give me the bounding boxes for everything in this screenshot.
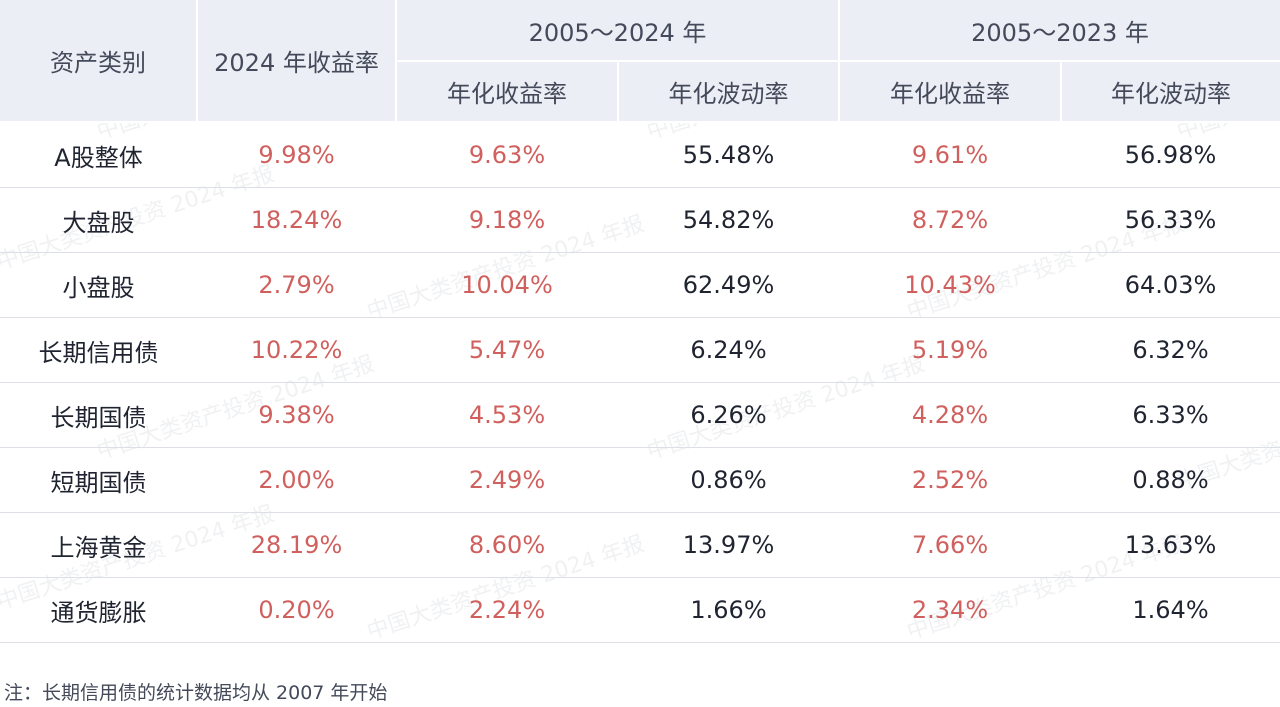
annual-return-2005-2024: 2.49% xyxy=(396,447,618,513)
return-2024: 2.79% xyxy=(197,252,396,318)
table-header: 资产类别 2024 年收益率 2005～2024 年 2005～2023 年 年… xyxy=(0,0,1280,123)
header-annual-volatility-2005-2024: 年化波动率 xyxy=(618,61,841,123)
annual-return-2005-2023: 4.28% xyxy=(839,382,1062,448)
annual-return-2005-2024: 9.18% xyxy=(396,187,618,253)
annual-return-2005-2024: 8.60% xyxy=(396,512,618,578)
asset-name: 上海黄金 xyxy=(0,512,197,578)
asset-name: 通货膨胀 xyxy=(0,577,197,643)
header-annual-volatility-2005-2023: 年化波动率 xyxy=(1061,61,1280,123)
footnote: 注：长期信用债的统计数据均从 2007 年开始 xyxy=(4,682,388,704)
asset-name: 长期信用债 xyxy=(0,317,197,383)
asset-returns-table: 资产类别 2024 年收益率 2005～2024 年 2005～2023 年 年… xyxy=(0,0,1280,643)
annual-return-2005-2023: 9.61% xyxy=(839,122,1062,188)
annual-return-2005-2023: 2.52% xyxy=(839,447,1062,513)
asset-name: 大盘股 xyxy=(0,187,197,253)
table-row: 小盘股 2.79% 10.04% 62.49% 10.43% 64.03% xyxy=(0,252,1280,318)
table-row: 短期国债 2.00% 2.49% 0.86% 2.52% 0.88% xyxy=(0,447,1280,513)
annual-volatility-2005-2023: 1.64% xyxy=(1061,577,1280,643)
header-group-2005-2024: 2005～2024 年 xyxy=(396,0,841,62)
table-row: 大盘股 18.24% 9.18% 54.82% 8.72% 56.33% xyxy=(0,187,1280,253)
annual-volatility-2005-2023: 13.63% xyxy=(1061,512,1280,578)
header-annual-return-2005-2024: 年化收益率 xyxy=(396,61,619,123)
table-row: 长期信用债 10.22% 5.47% 6.24% 5.19% 6.32% xyxy=(0,317,1280,383)
asset-name: 长期国债 xyxy=(0,382,197,448)
annual-volatility-2005-2024: 13.97% xyxy=(618,512,840,578)
annual-return-2005-2024: 9.63% xyxy=(396,122,618,188)
asset-name: 小盘股 xyxy=(0,252,197,318)
annual-return-2005-2023: 8.72% xyxy=(839,187,1062,253)
annual-volatility-2005-2024: 6.24% xyxy=(618,317,840,383)
table-row: A股整体 9.98% 9.63% 55.48% 9.61% 56.98% xyxy=(0,122,1280,188)
asset-name: 短期国债 xyxy=(0,447,197,513)
annual-volatility-2005-2024: 54.82% xyxy=(618,187,840,253)
annual-volatility-2005-2024: 0.86% xyxy=(618,447,840,513)
return-2024: 18.24% xyxy=(197,187,396,253)
header-group-2005-2023: 2005～2023 年 xyxy=(839,0,1280,62)
annual-volatility-2005-2024: 62.49% xyxy=(618,252,840,318)
annual-return-2005-2023: 10.43% xyxy=(839,252,1062,318)
return-2024: 2.00% xyxy=(197,447,396,513)
asset-name: A股整体 xyxy=(0,122,197,188)
header-return-2024: 2024 年收益率 xyxy=(197,0,397,123)
table-row: 上海黄金 28.19% 8.60% 13.97% 7.66% 13.63% xyxy=(0,512,1280,578)
annual-return-2005-2024: 10.04% xyxy=(396,252,618,318)
annual-return-2005-2023: 7.66% xyxy=(839,512,1062,578)
annual-volatility-2005-2023: 56.33% xyxy=(1061,187,1280,253)
annual-return-2005-2024: 5.47% xyxy=(396,317,618,383)
annual-volatility-2005-2023: 56.98% xyxy=(1061,122,1280,188)
annual-volatility-2005-2023: 0.88% xyxy=(1061,447,1280,513)
return-2024: 0.20% xyxy=(197,577,396,643)
table-row: 长期国债 9.38% 4.53% 6.26% 4.28% 6.33% xyxy=(0,382,1280,448)
annual-return-2005-2024: 2.24% xyxy=(396,577,618,643)
annual-volatility-2005-2024: 1.66% xyxy=(618,577,840,643)
header-annual-return-2005-2023: 年化收益率 xyxy=(839,61,1063,123)
header-asset-class: 资产类别 xyxy=(0,0,198,123)
return-2024: 10.22% xyxy=(197,317,396,383)
annual-volatility-2005-2023: 6.33% xyxy=(1061,382,1280,448)
annual-volatility-2005-2023: 6.32% xyxy=(1061,317,1280,383)
table-body: A股整体 9.98% 9.63% 55.48% 9.61% 56.98% 大盘股… xyxy=(0,122,1280,643)
table-row: 通货膨胀 0.20% 2.24% 1.66% 2.34% 1.64% xyxy=(0,577,1280,643)
return-2024: 28.19% xyxy=(197,512,396,578)
annual-return-2005-2023: 5.19% xyxy=(839,317,1062,383)
annual-return-2005-2024: 4.53% xyxy=(396,382,618,448)
annual-volatility-2005-2024: 55.48% xyxy=(618,122,840,188)
annual-return-2005-2023: 2.34% xyxy=(839,577,1062,643)
return-2024: 9.98% xyxy=(197,122,396,188)
annual-volatility-2005-2024: 6.26% xyxy=(618,382,840,448)
return-2024: 9.38% xyxy=(197,382,396,448)
annual-volatility-2005-2023: 64.03% xyxy=(1061,252,1280,318)
